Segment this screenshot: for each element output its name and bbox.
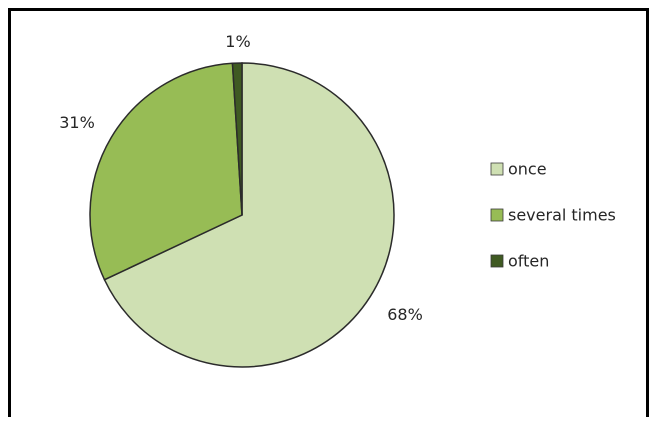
data-label-often: 1% (225, 32, 250, 51)
legend-label-once: once (508, 160, 547, 179)
data-label-several-times: 31% (59, 113, 95, 132)
legend-label-several-times: several times (508, 206, 616, 225)
pie-slice-often (231, 62, 243, 216)
pie-slice-several-times (89, 62, 243, 281)
pie-slice-once (103, 62, 395, 368)
legend-label-often: often (508, 252, 549, 271)
legend: once several times often (490, 160, 616, 271)
legend-swatch-often (490, 254, 504, 268)
pie-slices (89, 62, 395, 368)
legend-swatch-once (490, 162, 504, 176)
data-label-once: 68% (387, 305, 423, 324)
pie-labels: 68% 31% 1% (59, 32, 423, 324)
legend-swatch-several-times (490, 208, 504, 222)
